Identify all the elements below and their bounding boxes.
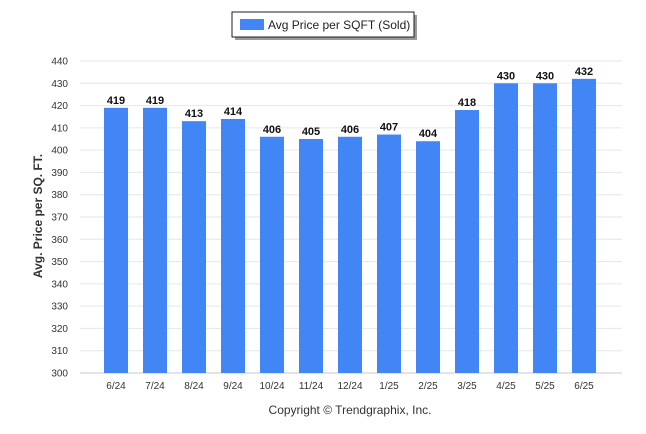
data-label: 406 (341, 124, 359, 136)
data-label: 405 (302, 126, 320, 138)
y-tick-label: 330 (51, 302, 68, 313)
x-tick-label: 2/25 (418, 381, 438, 392)
data-labels: 419 419 413 414 406 405 406 407 404 418 430 430 432 (107, 66, 593, 140)
x-tick-label: 9/24 (223, 381, 243, 392)
data-label: 432 (575, 66, 593, 78)
y-tick-label: 390 (51, 168, 68, 179)
x-tick-label: 8/24 (184, 381, 204, 392)
x-tick-label: 5/25 (535, 381, 555, 392)
bar (299, 139, 323, 373)
y-tick-label: 300 (51, 369, 68, 380)
bar (572, 78, 596, 373)
x-tick-label: 12/24 (337, 381, 362, 392)
bar (260, 136, 284, 373)
y-tick-label: 320 (51, 324, 68, 335)
y-tick-label: 370 (51, 213, 68, 224)
legend: Avg Price per SQFT (Sold) (231, 11, 417, 40)
x-tick-label: 11/24 (299, 381, 324, 392)
data-label: 406 (263, 124, 281, 136)
copyright-text: Copyright © Trendgraphix, Inc. (269, 403, 432, 417)
data-label: 407 (380, 122, 398, 134)
bar (221, 118, 245, 373)
data-label: 404 (419, 128, 438, 140)
x-tick-label: 7/24 (145, 381, 165, 392)
y-tick-label: 430 (51, 79, 68, 90)
y-tick-label: 380 (51, 190, 68, 201)
y-tick-label: 400 (51, 146, 68, 157)
data-label: 413 (185, 108, 203, 120)
bar (416, 141, 440, 373)
data-label: 419 (146, 95, 164, 107)
bars (104, 78, 596, 374)
bar (377, 134, 401, 373)
x-tick-label: 6/24 (106, 381, 126, 392)
y-tick-label: 360 (51, 235, 68, 246)
bar (182, 121, 206, 374)
x-tick-label: 1/25 (379, 381, 399, 392)
bar (455, 110, 479, 374)
legend-label: Avg Price per SQFT (Sold) (268, 18, 410, 32)
legend-swatch (240, 19, 264, 30)
x-tick-label: 10/24 (259, 381, 284, 392)
y-tick-label: 310 (51, 346, 68, 357)
x-tick-label: 6/25 (574, 381, 594, 392)
data-label: 430 (536, 70, 554, 82)
y-tick-label: 440 (51, 57, 68, 68)
bar (143, 107, 167, 374)
bar (494, 83, 518, 374)
bar (104, 107, 128, 374)
data-label: 418 (458, 97, 476, 109)
bar (338, 136, 362, 373)
x-axis-ticks: 6/24 7/24 8/24 9/24 10/24 11/24 12/24 1/25 2/25 3… (106, 381, 594, 392)
x-tick-label: 3/25 (457, 381, 477, 392)
y-tick-label: 340 (51, 279, 68, 290)
bar (533, 83, 557, 374)
data-label: 414 (224, 106, 243, 118)
y-tick-label: 410 (51, 123, 68, 134)
y-tick-label: 350 (51, 257, 68, 268)
x-tick-label: 4/25 (496, 381, 516, 392)
y-tick-label: 420 (51, 101, 68, 112)
data-label: 430 (497, 70, 515, 82)
y-axis-label: Avg. Price per SQ. FT. (31, 154, 45, 278)
data-label: 419 (107, 95, 125, 107)
y-axis-ticks: 300 310 320 330 340 350 360 370 380 390 400 410 420 4… (51, 57, 68, 380)
